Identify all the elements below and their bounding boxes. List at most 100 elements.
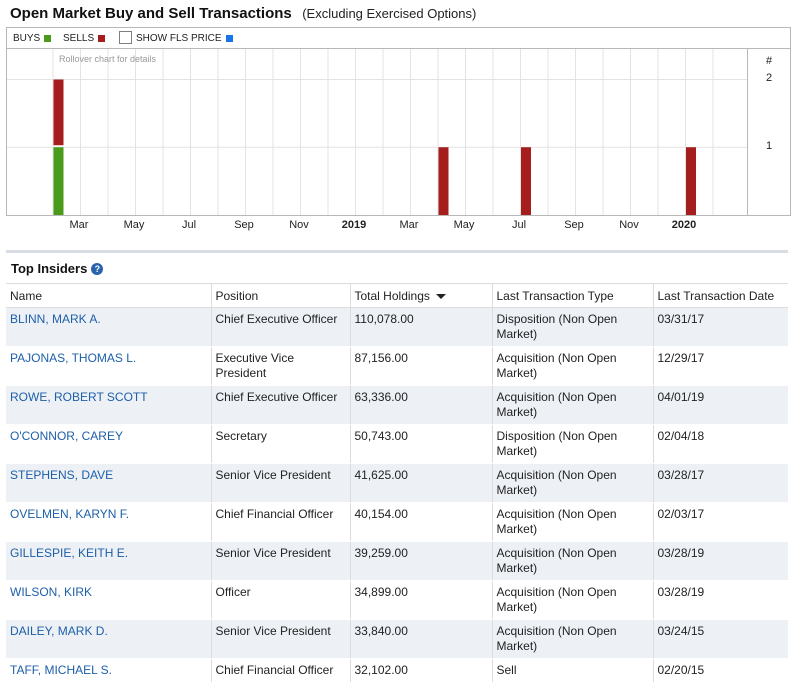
x-tick-label: 2020 — [671, 219, 697, 231]
legend-sells: SELLS — [63, 33, 106, 44]
legend-buys-label: BUYS — [13, 33, 41, 44]
insider-holdings-cell: 32,102.00 — [349, 658, 492, 683]
insider-name-link[interactable]: O'CONNOR, CAREY — [10, 429, 123, 443]
insider-transaction-type-cell: Acquisition (Non Open Market) — [491, 463, 653, 503]
insider-position: Senior Vice President — [215, 624, 331, 638]
chart-plot-area[interactable]: Rollover chart for details — [7, 49, 747, 215]
x-tick-label: Nov — [619, 219, 639, 231]
insider-holdings: 33,840.00 — [354, 624, 408, 638]
table-row: TAFF, MICHAEL S. Chief Financial Officer 3… — [6, 658, 788, 683]
insider-transaction-type-cell: Acquisition (Non Open Market) — [491, 346, 653, 386]
insider-name-link[interactable]: WILSON, KIRK — [10, 585, 93, 599]
insider-holdings: 50,743.00 — [354, 429, 408, 443]
sell-bar[interactable] — [53, 79, 64, 146]
table-row: BLINN, MARK A. Chief Executive Officer 110… — [6, 307, 788, 347]
insider-transaction-date-cell: 02/04/18 — [652, 424, 788, 464]
insider-holdings-cell: 110,078.00 — [349, 307, 492, 347]
insider-holdings-cell: 63,336.00 — [349, 385, 492, 425]
insider-transaction-type-cell: Acquisition (Non Open Market) — [491, 619, 653, 659]
insider-transaction-type-cell: Disposition (Non Open Market) — [491, 307, 653, 347]
legend-buys: BUYS — [13, 33, 52, 44]
insider-name-link[interactable]: ROWE, ROBERT SCOTT — [10, 390, 148, 404]
insider-holdings-cell: 50,743.00 — [349, 424, 492, 464]
sell-bar[interactable] — [521, 147, 531, 215]
column-header-holdings[interactable]: Total Holdings — [349, 283, 492, 308]
insider-transaction-type-cell: Acquisition (Non Open Market) — [491, 580, 653, 620]
insider-transaction-date-cell: 03/24/15 — [652, 619, 788, 659]
table-row: OVELMEN, KARYN F. Chief Financial Officer… — [6, 502, 788, 542]
insider-position: Chief Executive Officer — [215, 312, 338, 326]
fls-price-label[interactable]: SHOW FLS PRICE — [136, 33, 222, 44]
insider-name-cell: ROWE, ROBERT SCOTT — [6, 385, 211, 425]
help-icon[interactable]: ? — [91, 262, 104, 275]
insider-position-cell: Chief Executive Officer — [210, 385, 350, 425]
insider-holdings: 41,625.00 — [354, 468, 408, 482]
insider-holdings-cell: 33,840.00 — [349, 619, 492, 659]
sells-swatch-icon — [98, 35, 106, 42]
insider-transaction-type-cell: Acquisition (Non Open Market) — [491, 385, 653, 425]
insider-name-cell: O'CONNOR, CAREY — [6, 424, 211, 464]
insider-position: Chief Executive Officer — [215, 390, 338, 404]
table-row: ROWE, ROBERT SCOTT Chief Executive Office… — [6, 385, 788, 425]
column-header-position[interactable]: Position — [210, 283, 350, 308]
holdings-header-label[interactable]: Total Holdings — [354, 288, 430, 303]
rollover-hint: Rollover chart for details — [59, 54, 157, 64]
fls-price-checkbox[interactable] — [119, 31, 132, 44]
insider-transaction-date: 02/20/15 — [657, 663, 705, 677]
insider-transaction-type: Disposition (Non Open Market) — [496, 312, 618, 341]
insider-name-cell: BLINN, MARK A. — [6, 307, 211, 347]
insider-holdings: 63,336.00 — [354, 390, 408, 404]
insider-transaction-type-cell: Sell — [491, 658, 653, 683]
insider-transaction-date-cell: 03/28/19 — [652, 580, 788, 620]
insider-holdings: 39,259.00 — [354, 546, 408, 560]
insider-holdings: 40,154.00 — [354, 507, 408, 521]
insider-holdings: 87,156.00 — [354, 351, 408, 365]
insider-name-cell: TAFF, MICHAEL S. — [6, 658, 211, 683]
transactions-chart[interactable]: BUYS SELLS SHOW FLS PRICE Rollover chart… — [6, 27, 791, 216]
buy-bar[interactable] — [53, 147, 64, 215]
insider-name-link[interactable]: TAFF, MICHAEL S. — [10, 663, 113, 677]
insider-name-link[interactable]: DAILEY, MARK D. — [10, 624, 108, 638]
insider-position-cell: Senior Vice President — [210, 463, 350, 503]
insider-transaction-type: Acquisition (Non Open Market) — [496, 468, 617, 497]
insider-position-cell: Chief Financial Officer — [210, 658, 350, 683]
insider-transaction-date: 02/03/17 — [657, 507, 705, 521]
show-fls-price-toggle[interactable]: SHOW FLS PRICE — [119, 31, 233, 44]
y-tick-label: 1 — [766, 140, 773, 153]
insider-holdings: 110,078.00 — [354, 312, 414, 326]
insider-name-cell: OVELMEN, KARYN F. — [6, 502, 211, 542]
insider-position-cell: Executive Vice President — [210, 346, 350, 386]
insider-transaction-date-cell: 03/28/17 — [652, 463, 788, 503]
insider-transaction-date-cell: 02/03/17 — [652, 502, 788, 542]
column-header-name[interactable]: Name — [6, 283, 211, 308]
top-insiders-title: Top Insiders — [11, 261, 88, 276]
x-tick-label: May — [453, 219, 475, 231]
fls-swatch-icon — [225, 35, 233, 42]
table-row: PAJONAS, THOMAS L. Executive Vice Preside… — [6, 346, 788, 386]
column-header-transaction-date[interactable]: Last Transaction Date — [652, 283, 788, 308]
insider-transaction-date-cell: 03/28/19 — [652, 541, 788, 581]
chart-legend: BUYS SELLS SHOW FLS PRICE — [7, 28, 790, 49]
top-insiders-heading: Top Insiders ? — [11, 261, 104, 276]
insider-name-link[interactable]: GILLESPIE, KEITH E. — [10, 546, 129, 560]
insider-position-cell: Secretary — [210, 424, 350, 464]
insider-holdings: 34,899.00 — [354, 585, 408, 599]
column-header-transaction-type[interactable]: Last Transaction Type — [491, 283, 653, 308]
sell-bar[interactable] — [686, 147, 696, 215]
insider-name-link[interactable]: OVELMEN, KARYN F. — [10, 507, 130, 521]
sort-descending-icon[interactable] — [435, 293, 446, 299]
insider-position-cell: Senior Vice President — [210, 619, 350, 659]
insider-transaction-date: 03/28/17 — [657, 468, 705, 482]
section-divider — [6, 250, 788, 253]
insider-position: Executive Vice President — [215, 351, 295, 380]
insider-name-link[interactable]: STEPHENS, DAVE — [10, 468, 114, 482]
insider-position: Chief Financial Officer — [215, 663, 334, 677]
insider-position: Senior Vice President — [215, 468, 331, 482]
insider-name-cell: WILSON, KIRK — [6, 580, 211, 620]
insider-name-link[interactable]: BLINN, MARK A. — [10, 312, 101, 326]
insider-name-link[interactable]: PAJONAS, THOMAS L. — [10, 351, 137, 365]
sell-bar[interactable] — [438, 147, 449, 215]
insider-transaction-type: Acquisition (Non Open Market) — [496, 351, 617, 380]
insider-transaction-date: 03/31/17 — [657, 312, 705, 326]
table-row: WILSON, KIRK Officer 34,899.00 Acquisition … — [6, 580, 788, 620]
